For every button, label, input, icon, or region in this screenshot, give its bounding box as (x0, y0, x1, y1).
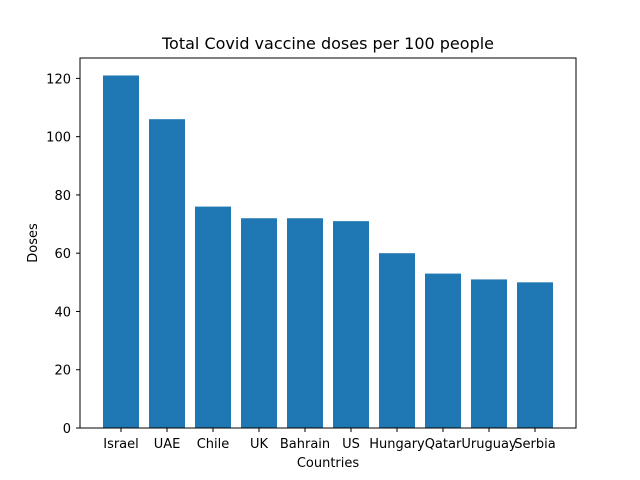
x-tick-label: Serbia (514, 437, 555, 452)
y-tick-label: 80 (54, 189, 71, 204)
bars-group (103, 75, 553, 429)
y-axis-ticks: 0 20 40 60 80 100 120 (46, 72, 80, 437)
x-tick-label: UK (250, 437, 269, 452)
plot-frame (79, 57, 577, 429)
x-tick-label: US (342, 437, 360, 452)
x-tick-label: Qatar (425, 437, 462, 452)
x-tick-label: Hungary (369, 437, 425, 452)
x-tick-label: Bahrain (280, 437, 330, 452)
bar-chile (195, 206, 231, 428)
x-axis-label: Countries (297, 456, 360, 471)
x-tick-label: Israel (103, 437, 139, 452)
x-axis-ticks: Israel UAE Chile UK Bahrain US Hungary Qatar Uru… (103, 428, 556, 452)
x-tick-label: UAE (154, 437, 181, 452)
bar-qatar (425, 273, 461, 428)
y-tick-label: 40 (54, 305, 71, 320)
bar-bahrain (287, 218, 323, 428)
y-tick-label: 20 (54, 364, 71, 379)
bar-us (333, 221, 369, 428)
y-tick-label: 0 (63, 422, 71, 437)
y-tick-label: 120 (46, 72, 71, 87)
chart-title: Total Covid vaccine doses per 100 people (161, 34, 494, 53)
bar-israel (103, 75, 139, 428)
x-tick-label: Chile (197, 437, 230, 452)
y-tick-label: 100 (46, 131, 71, 146)
y-tick-label: 60 (54, 247, 71, 262)
bar-uruguay (471, 279, 507, 428)
y-axis-label: Doses (26, 223, 41, 263)
x-tick-label: Uruguay (461, 437, 517, 452)
bar-uk (241, 218, 277, 428)
bar-uae (149, 119, 185, 429)
bar-hungary (379, 253, 415, 428)
bar-serbia (517, 282, 553, 428)
